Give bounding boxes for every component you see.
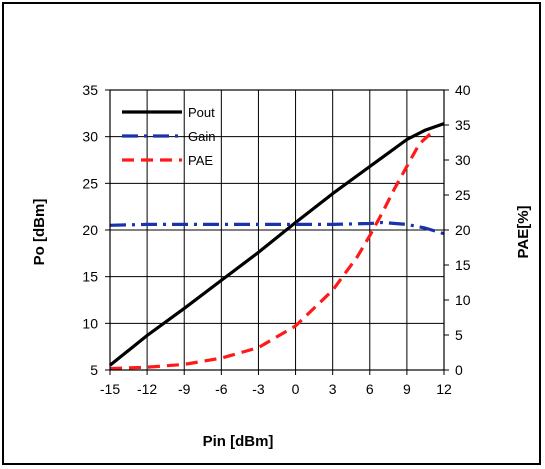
legend-label-pout: Pout xyxy=(188,105,215,120)
y-tick-label-left: 30 xyxy=(82,129,98,145)
y-tick-label-right: 0 xyxy=(455,362,463,378)
legend: Pout Gain PAE xyxy=(122,105,215,168)
y-tick-label-right: 35 xyxy=(455,117,471,133)
y-tick-label-right: 5 xyxy=(455,327,463,343)
x-tick-label: 12 xyxy=(436,381,452,397)
x-tick-label: -12 xyxy=(137,381,157,397)
y-tick-label-right: 20 xyxy=(455,222,471,238)
y-tick-label-left: 5 xyxy=(90,362,98,378)
y-tick-label-right: 15 xyxy=(455,257,471,273)
x-tick-label: 6 xyxy=(366,381,374,397)
legend-label-gain: Gain xyxy=(188,129,215,144)
y-axis-label-right: PAE[%] xyxy=(515,205,532,258)
y-axis-label-left: Po [dBm] xyxy=(31,199,48,266)
y-tick-label-right: 25 xyxy=(455,187,471,203)
grid xyxy=(109,89,445,371)
x-tick-label: -9 xyxy=(178,381,191,397)
chart-frame: -15 -12 -9 -6 -3 0 3 6 9 12 5 10 15 20 25 30 35 0 5 10 15 20 2… xyxy=(2,2,541,465)
y-tick-label-right: 10 xyxy=(455,292,471,308)
x-tick-label: -3 xyxy=(252,381,265,397)
y-tick-label-right: 40 xyxy=(455,82,471,98)
chart-svg: -15 -12 -9 -6 -3 0 3 6 9 12 5 10 15 20 25 30 35 0 5 10 15 20 2… xyxy=(31,82,532,450)
series-line-gain xyxy=(109,220,445,236)
y-tick-label-left: 25 xyxy=(82,175,98,191)
x-axis-label: Pin [dBm] xyxy=(203,433,274,450)
y-tick-label-right: 30 xyxy=(455,152,471,168)
x-tick-label: -6 xyxy=(215,381,228,397)
x-tick-label: 0 xyxy=(292,381,300,397)
y-tick-label-left: 10 xyxy=(82,315,98,331)
x-tick-label: 9 xyxy=(403,381,411,397)
series-group xyxy=(108,122,445,371)
y-tick-label-left: 20 xyxy=(82,222,98,238)
series-line-pout xyxy=(108,122,445,367)
legend-label-pae: PAE xyxy=(188,153,213,168)
x-tick-label: 3 xyxy=(329,381,337,397)
axes: -15 -12 -9 -6 -3 0 3 6 9 12 5 10 15 20 25 30 35 0 5 10 15 20 2… xyxy=(82,82,470,397)
x-tick-label: -15 xyxy=(100,381,120,397)
y-tick-label-left: 15 xyxy=(82,269,98,285)
series-line-pae xyxy=(109,131,433,371)
y-tick-label-left: 35 xyxy=(82,82,98,98)
plot-border xyxy=(109,89,445,371)
